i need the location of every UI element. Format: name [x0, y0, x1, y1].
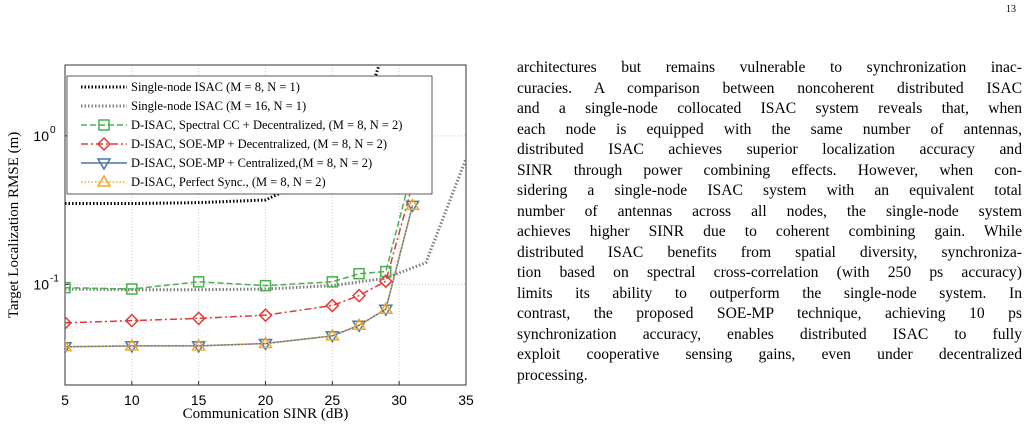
marker: [405, 200, 420, 213]
legend-label: D-ISAC, Perfect Sync., (M = 8, N = 2): [131, 175, 326, 189]
x-tick-label: 35: [458, 392, 474, 408]
marker: [65, 339, 73, 352]
y-tick-label: 10: [33, 276, 49, 292]
marker: [98, 119, 110, 131]
text-line: and a single-node collocated ISAC system…: [517, 100, 1022, 117]
marker: [378, 301, 394, 314]
marker: [351, 317, 367, 331]
marker: [65, 281, 71, 294]
marker: [378, 304, 394, 317]
marker: [96, 158, 112, 171]
marker: [258, 338, 273, 351]
legend-label: D-ISAC, SOE-MP + Decentralized, (M = 8, …: [131, 137, 387, 151]
marker: [325, 298, 340, 313]
x-axis-label: Communication SINR (dB): [183, 406, 349, 422]
marker: [191, 338, 206, 351]
x-tick-label: 25: [325, 392, 341, 408]
marker: [325, 331, 340, 344]
marker: [351, 320, 367, 333]
marker: [126, 283, 138, 295]
legend-label: D-ISAC, SOE-MP + Centralized,(M = 8, N =…: [131, 156, 372, 170]
text-line: contrast, the proposed SOE-MP technique,…: [517, 305, 1022, 322]
legend-label: Single-node ISAC (M = 8, N = 1): [131, 80, 300, 94]
x-tick-label: 15: [191, 392, 207, 408]
marker: [191, 311, 206, 326]
marker: [326, 276, 339, 288]
y-tick-exponent: -1: [50, 273, 59, 284]
marker: [352, 288, 367, 303]
text-line: distributed ISAC benefits from spatial d…: [517, 243, 1022, 261]
marker: [325, 328, 340, 341]
marker: [405, 197, 420, 211]
text-line: each node is equipped with the same numb…: [517, 120, 1022, 138]
marker: [124, 341, 140, 354]
page-number: 13: [1006, 4, 1016, 15]
marker: [96, 136, 112, 152]
x-tick-label: 20: [258, 392, 274, 408]
text-line: synchronization accuracy, enables distri…: [517, 325, 1022, 343]
x-tick-label: 10: [124, 392, 140, 408]
marker: [65, 315, 73, 330]
legend-box: [66, 75, 433, 195]
y-tick-exponent: 0: [50, 125, 56, 136]
marker: [258, 308, 273, 323]
y-tick-label: 10: [33, 128, 49, 144]
marker: [259, 279, 272, 292]
text-line: achieves higher SINR due to coherent com…: [517, 223, 1022, 240]
text-line: tion based on spectral cross-correlation…: [517, 264, 1022, 281]
marker: [378, 274, 393, 289]
text-line: distributed ISAC achieves superior local…: [517, 141, 1022, 158]
marker: [124, 313, 139, 328]
text-line: sidering a single-node ISAC system with …: [517, 182, 1022, 199]
series-line: [65, 184, 414, 324]
text-line: architectures but remains vulnerable to …: [517, 59, 1022, 76]
text-line: number of antennas across all nodes, the…: [517, 202, 1022, 220]
marker: [124, 338, 140, 351]
plot-series: [65, 65, 466, 355]
marker: [380, 265, 392, 278]
series-line: [65, 158, 466, 292]
text-line: exploit cooperative sensing gains, even …: [517, 346, 1022, 363]
text-line: processing.: [517, 366, 588, 384]
marker: [96, 174, 112, 187]
text-line: curacies. A comparison between noncohere…: [517, 79, 1022, 97]
x-tick-label: 30: [391, 392, 407, 408]
marker: [258, 335, 273, 349]
plot-frame: [64, 64, 467, 386]
text-line: SINR through power combining effects. Ho…: [517, 161, 1022, 179]
y-axis-label: Target Localization RMSE (m): [6, 132, 22, 319]
legend-label: D-ISAC, Spectral CC + Decentralized, (M …: [131, 118, 402, 132]
x-tick-label: 5: [61, 392, 69, 408]
marker: [191, 341, 206, 354]
marker: [192, 276, 205, 288]
paragraph: architectures but remains vulnerable to …: [517, 58, 1022, 434]
marker: [65, 342, 73, 355]
text-line: limits its ability to outperform the sin…: [517, 284, 1022, 302]
marker: [353, 267, 365, 280]
legend-label: Single-node ISAC (M = 16, N = 1): [131, 99, 306, 113]
